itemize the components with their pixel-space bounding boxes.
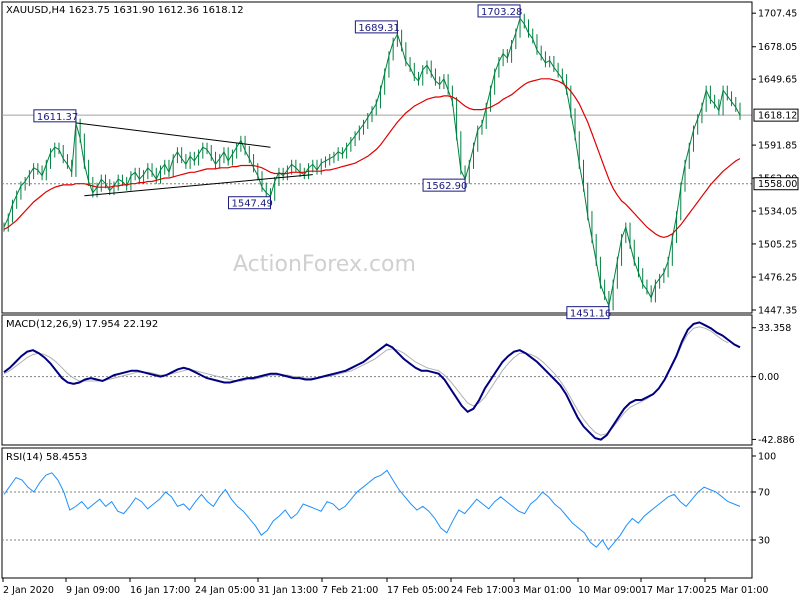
annotation-box	[422, 178, 466, 192]
x-tick-label: 9 Jan 09:00	[66, 585, 120, 596]
annotation-box	[33, 109, 77, 123]
annotation-label: 1689.31	[358, 23, 399, 34]
price-panel-frame	[1, 1, 753, 314]
macd-panel-title: MACD(12,26,9) 17.954 22.192	[6, 319, 158, 330]
annotation-label: 1451.16	[570, 309, 611, 320]
rsi-tick-label: 70	[758, 488, 770, 499]
macd-main-line	[3, 321, 741, 441]
x-tick-label: 17 Feb 05:00	[387, 585, 449, 596]
price-tick-label: 1558.00	[758, 179, 797, 190]
lower-trendline	[84, 174, 313, 197]
x-tick-label: 2 Jan 2020	[3, 585, 54, 596]
annotation-label: 1562.90	[426, 181, 467, 192]
macd-tick-label: -42.886	[758, 435, 795, 446]
price-tick-label: 1534.05	[758, 207, 797, 218]
rsi-y-axis: 100 70 30	[751, 448, 776, 578]
x-tick-label: 25 Mar 01:00	[705, 585, 768, 596]
price-tag-box	[753, 177, 799, 191]
price-tick-label: 1618.12	[758, 111, 797, 122]
triangle-trendlines	[75, 122, 313, 197]
x-tick-label: 31 Jan 13:00	[258, 585, 318, 596]
price-annotations: 1611.37 1547.49 1689.31 1703.28 1562.90 1451.…	[33, 4, 611, 320]
annotation-label: 1611.37	[37, 112, 78, 123]
time-x-axis: 2 Jan 2020 9 Jan 09:00 16 Jan 17:00 24 Jan …	[2, 578, 768, 596]
rsi-panel-frame	[1, 447, 753, 579]
price-tick-label: 1649.65	[758, 75, 797, 86]
watermark: ActionForex.com	[233, 252, 416, 277]
price-tick-label: 1707.45	[758, 9, 797, 20]
price-tag-box	[753, 108, 799, 122]
price-tick-label: 1476.25	[758, 273, 797, 284]
x-tick-label: 16 Jan 17:00	[130, 585, 190, 596]
price-tick-label: 1678.05	[758, 42, 797, 53]
moving-average-line	[3, 78, 741, 239]
x-tick-label: 24 Jan 05:00	[195, 585, 255, 596]
annotation-box	[354, 20, 398, 34]
price-y-axis: 1707.451678.051649.651618.121591.851562.…	[751, 2, 799, 317]
macd-tick-label: 33.358	[758, 323, 791, 334]
price-series-group	[3, 13, 741, 311]
x-tick-label: 3 Mar 01:00	[514, 585, 571, 596]
upper-trendline	[75, 122, 271, 148]
x-tick-label: 24 Feb 17:00	[451, 585, 513, 596]
rsi-series-group	[3, 469, 741, 551]
annotation-label: 1547.49	[231, 199, 272, 210]
price-close-line	[3, 17, 741, 308]
rsi-level-lines	[2, 491, 752, 541]
rsi-panel-title: RSI(14) 58.4553	[6, 452, 87, 463]
price-tick-label: 1447.35	[758, 306, 797, 317]
macd-panel-frame	[1, 314, 753, 446]
annotation-label: 1703.28	[481, 7, 522, 18]
x-tick-label: 17 Mar 17:00	[641, 585, 704, 596]
annotation-box	[227, 196, 271, 210]
price-panel-title: XAUUSD,H4 1623.75 1631.90 1612.36 1618.1…	[6, 5, 244, 16]
annotation-box	[477, 4, 521, 18]
price-tick-label: 1505.25	[758, 239, 797, 250]
rsi-line	[3, 469, 741, 551]
x-tick-label: 10 Mar 09:00	[578, 585, 641, 596]
macd-series-group	[3, 321, 741, 441]
rsi-tick-label: 100	[758, 452, 776, 463]
price-tick-label: 1591.85	[758, 141, 797, 152]
macd-tick-label: 0.00	[758, 372, 779, 383]
annotation-box	[566, 306, 610, 320]
macd-y-axis: 33.358 0.00 -42.886	[751, 315, 795, 446]
rsi-tick-label: 30	[758, 536, 770, 547]
x-tick-label: 7 Feb 21:00	[322, 585, 378, 596]
